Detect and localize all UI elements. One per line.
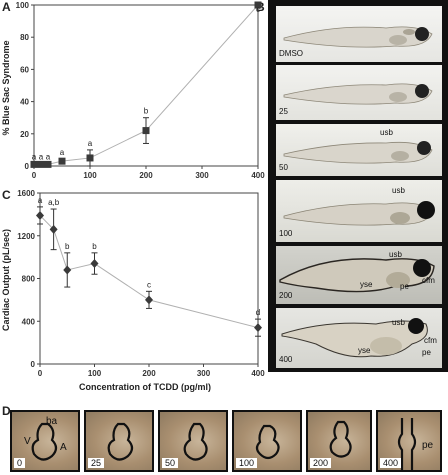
chart-a-sig-letter-6: c — [256, 5, 260, 14]
chart-a-sig-letter-1: a — [39, 153, 44, 162]
heart-image-50: 50 — [158, 410, 228, 472]
heart-image-100: 100 — [232, 410, 302, 472]
fish-anno-400-pe: pe — [422, 348, 431, 357]
fish-label-dmso: DMSO — [279, 49, 303, 58]
panel-letter-d: D — [2, 404, 11, 418]
chart-a-point-5 — [142, 127, 150, 135]
fish-image-25: 25 — [276, 65, 442, 120]
chart-c-series-line — [39, 215, 259, 329]
fish-label-25: 25 — [279, 107, 288, 116]
chart-c-plot-frame — [39, 192, 259, 365]
chart-a-xtick-label-3: 300 — [195, 171, 209, 180]
panel-letter-c: C — [2, 188, 11, 202]
fish-label-200: 200 — [279, 291, 293, 300]
chart-a-point-0 — [30, 160, 38, 168]
fish-anno-400-yse: yse — [358, 346, 371, 355]
heart-anno-400-pe: pe — [422, 440, 434, 451]
chart-a-point-6 — [254, 1, 262, 9]
heart-label-0: 0 — [14, 458, 26, 468]
chart-c-sig-letter-5: d — [256, 308, 260, 317]
heart-image-200: 200 — [306, 410, 372, 472]
chart-a-sig-letter-0: a — [32, 153, 37, 162]
heart-label-100: 100 — [236, 458, 258, 468]
fish-label-400: 400 — [279, 355, 293, 364]
chart-c-point-5 — [254, 323, 262, 333]
heart-anno-0-a: A — [60, 442, 67, 453]
fish-image-dmso: DMSO — [276, 6, 442, 62]
fish-anno-50-usb: usb — [380, 128, 393, 137]
heart-label-50: 50 — [162, 458, 179, 468]
heart-label-400: 400 — [380, 458, 402, 468]
fish-image-200: 200 usb yse pe cfm — [276, 246, 442, 304]
heart-label-200: 200 — [310, 458, 332, 468]
chart-c-xtick-label-2: 200 — [142, 369, 156, 378]
heart-label-25: 25 — [88, 458, 105, 468]
chart-a-ytick-label-3: 60 — [20, 65, 29, 74]
chart-a-point-4 — [86, 154, 94, 162]
heart-image-25: 25 — [84, 410, 154, 472]
fish-label-100: 100 — [279, 229, 293, 238]
chart-a-ytick-label-4: 80 — [20, 33, 29, 42]
chart-a-sig-letter-4: a — [88, 139, 93, 148]
fish-image-400: 400 usb yse cfm pe — [276, 308, 442, 368]
chart-c-ytick-label-3: 1200 — [17, 232, 35, 241]
fish-anno-200-pe: pe — [400, 282, 409, 291]
chart-c-point-0 — [36, 210, 44, 220]
chart-a-xtick-label-4: 400 — [251, 171, 265, 180]
chart-c-xtick-label-0: 0 — [38, 369, 43, 378]
chart-c-point-4 — [145, 295, 153, 305]
chart-a-sig-letter-2: a — [46, 153, 51, 162]
fish-image-50: 50 usb — [276, 124, 442, 176]
fish-anno-400-cfm: cfm — [424, 336, 437, 345]
fish-image-100: 100 usb — [276, 180, 442, 242]
fish-label-50: 50 — [279, 163, 288, 172]
chart-a-ylabel: % Blue Sac Syndrome — [1, 40, 11, 135]
chart-a-xtick-label-2: 200 — [139, 171, 153, 180]
chart-c-sig-letter-2: b — [65, 242, 70, 251]
chart-a-xtick-label-1: 100 — [83, 171, 97, 180]
chart-a-blue-sac: % Blue Sac Syndrome 0 20 40 60 80 100 0 100 200 3… — [1, 1, 265, 180]
chart-a-ytick-label-1: 20 — [20, 130, 29, 139]
chart-a-point-3 — [58, 157, 66, 165]
chart-c-xtick-label-1: 100 — [88, 369, 102, 378]
heart-image-400: pe 400 — [376, 410, 442, 472]
chart-a-sig-letter-5: b — [144, 107, 149, 116]
fish-anno-200-cfm: cfm — [422, 276, 435, 285]
chart-c-ytick-label-0: 0 — [31, 360, 36, 369]
fish-anno-100-usb: usb — [392, 186, 405, 195]
chart-c-xlabel: Concentration of TCDD (pg/ml) — [79, 382, 211, 392]
chart-a-ytick-label-5: 100 — [16, 1, 30, 10]
chart-c-ylabel: Cardiac Output (pL/sec) — [1, 229, 11, 331]
chart-a-ytick-label-0: 0 — [25, 162, 30, 171]
chart-c-ytick-label-2: 800 — [22, 275, 36, 284]
chart-a-point-1 — [37, 160, 45, 168]
fish-anno-400-usb: usb — [392, 318, 405, 327]
fish-anno-200-yse: yse — [360, 280, 373, 289]
chart-c-xtick-label-4: 400 — [251, 369, 265, 378]
chart-c-point-3 — [90, 259, 99, 269]
panel-letter-a: A — [2, 0, 11, 14]
chart-a-point-2 — [44, 160, 52, 168]
chart-a-ytick-label-2: 40 — [20, 98, 29, 107]
chart-c-ytick-label-1: 400 — [22, 317, 36, 326]
chart-c-xtick-label-3: 300 — [197, 369, 211, 378]
chart-c-point-1 — [49, 224, 58, 234]
chart-a-xtick-label-0: 0 — [32, 171, 37, 180]
heart-image-0: ba V A 0 — [10, 410, 80, 472]
chart-a-sig-letter-3: a — [60, 148, 65, 157]
heart-anno-0-v: V — [24, 436, 31, 447]
chart-c-cardiac-output: Cardiac Output (pL/sec) Concentration of… — [1, 189, 265, 392]
heart-anno-0-ba: ba — [46, 416, 58, 427]
chart-c-point-2 — [63, 265, 72, 275]
chart-c-sig-letter-4: c — [147, 280, 151, 289]
chart-c-sig-letter-0: a — [38, 196, 43, 205]
chart-c-sig-letter-1: a,b — [48, 198, 60, 207]
chart-c-sig-letter-3: b — [92, 242, 97, 251]
chart-c-ytick-label-4: 1600 — [17, 189, 35, 198]
fish-anno-200-usb: usb — [389, 250, 402, 259]
